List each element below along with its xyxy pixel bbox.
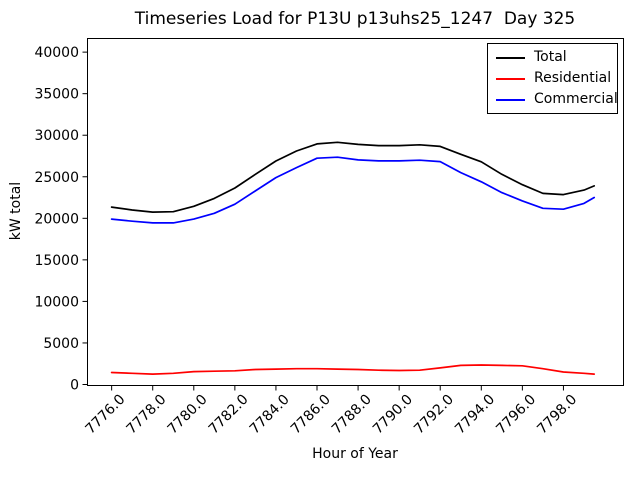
legend-line-sample-commercial xyxy=(496,98,525,101)
x-tick-label: 7792.0 xyxy=(411,392,457,438)
legend: Total Residential Commercial xyxy=(487,43,618,114)
y-tick-label: 0 xyxy=(70,378,79,394)
x-tick-label: 7788.0 xyxy=(329,392,375,438)
y-tick-label: 40000 xyxy=(34,45,79,61)
legend-line-sample-total xyxy=(496,56,525,59)
series-line-commercial xyxy=(110,156,596,224)
series-line-residential xyxy=(110,364,596,375)
x-tick-label: 7794.0 xyxy=(452,392,498,438)
x-tick-label: 7786.0 xyxy=(288,392,334,438)
y-tick-label: 15000 xyxy=(34,253,79,269)
y-tick-label: 10000 xyxy=(34,294,79,310)
legend-label-total: Total xyxy=(534,49,567,65)
y-tick-label: 25000 xyxy=(34,170,79,186)
x-tick-label: 7790.0 xyxy=(370,392,416,438)
legend-entry-residential: Residential xyxy=(488,68,617,89)
x-tick-label: 7796.0 xyxy=(493,392,539,438)
x-axis-label: Hour of Year xyxy=(312,446,398,462)
y-tick-label: 20000 xyxy=(34,211,79,227)
axes-spines xyxy=(87,38,624,386)
series-line-total xyxy=(110,141,596,213)
y-tick-label: 35000 xyxy=(34,87,79,103)
x-tick-label: 7776.0 xyxy=(83,392,129,438)
x-tick-label: 7784.0 xyxy=(247,392,293,438)
x-tick-label: 7778.0 xyxy=(124,392,170,438)
y-axis-label: kW total xyxy=(8,181,24,241)
legend-label-residential: Residential xyxy=(534,70,612,86)
y-tick-label: 5000 xyxy=(43,336,79,352)
x-tick-label: 7782.0 xyxy=(206,392,252,438)
legend-label-commercial: Commercial xyxy=(534,91,618,107)
x-tick-label: 7780.0 xyxy=(165,392,211,438)
legend-line-sample-residential xyxy=(496,77,525,80)
legend-entry-total: Total xyxy=(488,47,617,68)
y-tick-label: 30000 xyxy=(34,128,79,144)
chart-title: Timeseries Load for P13U p13uhs25_1247 D… xyxy=(134,9,576,29)
legend-entry-commercial: Commercial xyxy=(488,89,618,110)
x-tick-label: 7798.0 xyxy=(534,392,580,438)
